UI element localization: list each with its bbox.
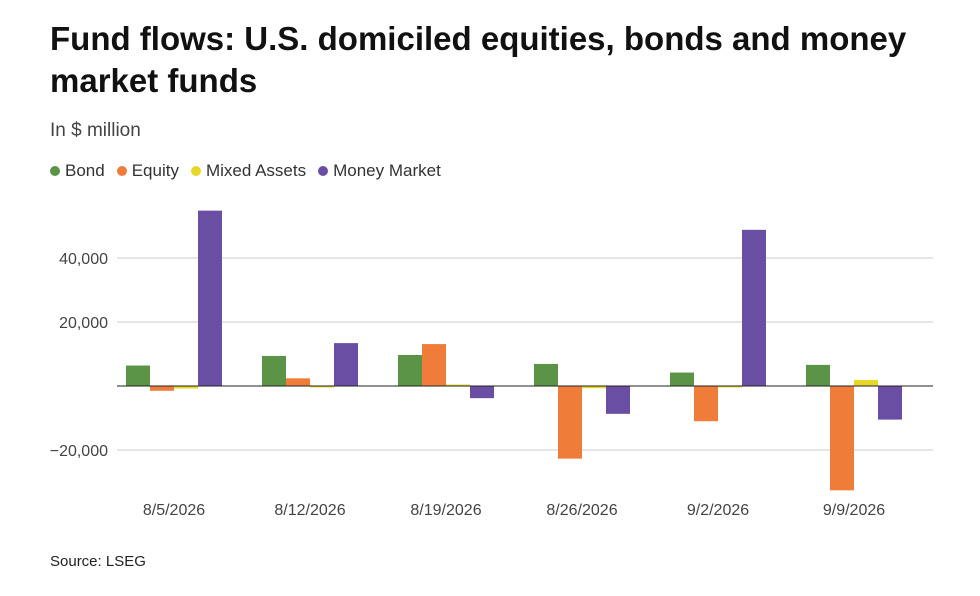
bar-equity [830,386,854,491]
chart-subtitle: In $ million [50,120,141,141]
legend: Bond Equity Mixed Assets Money Market [50,161,441,181]
source-note: Source: LSEG [50,553,146,570]
bar-mixed-assets [174,386,198,389]
bar-mixed-assets [582,386,606,389]
bar-money-market [878,386,902,420]
x-tick-label: 8/19/2026 [410,502,481,519]
legend-item-mixed-assets: Mixed Assets [190,161,307,181]
legend-swatch-money-market [318,166,329,176]
y-tick-label: 40,000 [59,251,108,268]
bar-mixed-assets [446,384,470,386]
legend-item-money-market: Money Market [318,161,441,181]
legend-label-bond: Bond [65,161,105,180]
x-tick-label: 9/2/2026 [687,502,749,519]
bar-bond [262,355,286,386]
legend-item-bond: Bond [50,161,105,181]
x-tick-label: 8/5/2026 [143,502,205,519]
bar-bond [126,365,150,386]
chart-title: Fund flows: U.S. domiciled equities, bon… [50,20,907,99]
bar-mixed-assets [854,379,878,386]
legend-label-mixed-assets: Mixed Assets [205,161,307,180]
bar-bond [670,372,694,386]
bar-bond [534,363,558,386]
bar-money-market [470,386,494,399]
legend-swatch-equity [116,166,127,176]
bar-bond [806,364,830,386]
y-tick-label: 20,000 [59,315,108,332]
bar-mixed-assets [310,386,334,388]
legend-label-money-market: Money Market [333,161,441,180]
bar-equity [422,344,446,386]
bar-equity [286,378,310,386]
y-tick-label: −20,000 [50,443,108,460]
bar-bond [398,354,422,386]
x-tick-label: 8/12/2026 [274,502,345,519]
legend-swatch-mixed-assets [190,166,201,176]
x-tick-label: 8/26/2026 [546,502,617,519]
x-tick-label: 9/9/2026 [823,502,885,519]
legend-item-equity: Equity [116,161,179,181]
bar-money-market [198,210,222,386]
legend-label-equity: Equity [131,161,179,180]
bar-money-market [742,229,766,386]
bar-equity [694,386,718,422]
legend-swatch-bond [50,166,60,176]
bar-money-market [334,343,358,386]
bar-mixed-assets [718,386,742,388]
bar-equity [150,386,174,391]
bar-money-market [606,386,630,414]
bar-equity [558,386,582,459]
